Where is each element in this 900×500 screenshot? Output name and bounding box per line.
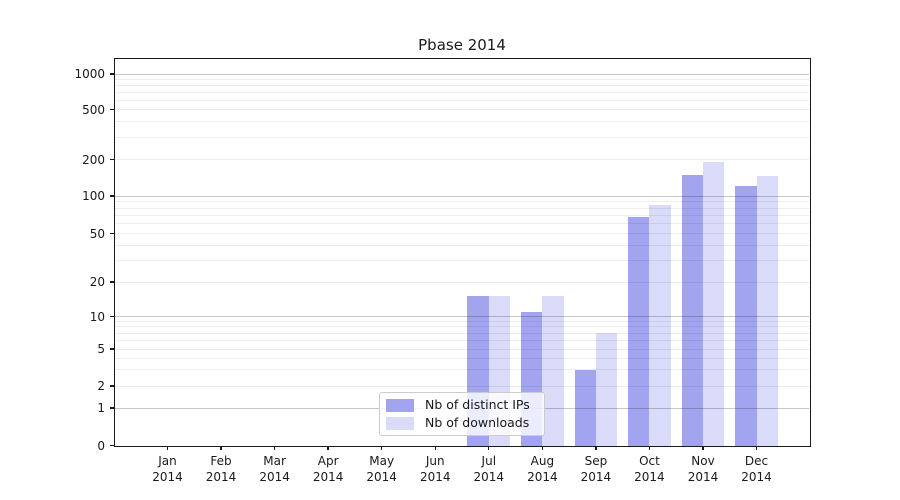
y-tick-1 [109,407,114,409]
y-tick-200 [109,158,114,161]
y-tick-label-50: 50 [89,226,105,241]
bar-aug-downloads [542,296,564,446]
gridline-major-10 [115,316,809,317]
gridline-minor-90 [115,201,809,203]
x-tick-nov [702,445,704,450]
legend-row-downloads: Nb of downloads [386,416,536,430]
x-tick-oct [648,445,651,450]
gridline-minor-3 [115,369,809,371]
gridline-minor-500 [115,109,809,110]
gridline-minor-20 [115,281,809,283]
gridline-minor-30 [115,260,809,262]
x-tick-jun [434,445,436,450]
legend-label-distinct-ips: Nb of distinct IPs [425,397,530,412]
y-tick-5 [109,348,114,350]
x-tick-jul [488,445,490,450]
y-tick-20 [109,281,114,283]
bar-dec-downloads [756,176,778,446]
x-tick-label-aug: Aug 2014 [527,454,558,484]
x-tick-feb [220,445,222,450]
legend-swatch-downloads [386,416,414,430]
gridline-minor-600 [115,99,809,101]
gridline-minor-40 [115,244,809,246]
y-tick-0 [109,444,114,447]
gridline-minor-9 [115,320,809,322]
plot-area: 0 1 2 5 10 20 50 100 200 500 1000 Jan 2014 Feb 2014 M… [74,57,811,484]
gridline-minor-7 [115,332,809,334]
gridline-minor-50 [115,233,809,234]
x-tick-label-feb: Feb 2014 [205,454,237,484]
y-tick-label-5: 5 [97,342,105,356]
bar-oct-distinct-ips [628,216,650,446]
y-tick-2 [109,385,114,387]
bar-nov-distinct-ips [681,175,703,446]
gridline-minor-800 [115,84,809,86]
y-tick-label-200: 200 [82,152,105,167]
bar-sep-distinct-ips [574,369,596,446]
x-tick-label-jan: Jan 2014 [152,454,183,484]
bar-oct-downloads [649,205,671,446]
x-tick-sep [595,445,597,450]
gridline-minor-80 [115,207,809,209]
bar-dec-distinct-ips [735,185,757,446]
y-tick-label-500: 500 [82,102,105,117]
x-tick-label-apr: Apr 2014 [312,454,344,484]
y-tick-500 [109,108,114,111]
gridline-minor-8 [115,326,809,328]
x-tick-label-nov: Nov 2014 [687,454,719,484]
gridline-minor-60 [115,223,809,225]
gridline-minor-900 [115,78,809,80]
y-tick-label-0: 0 [97,438,105,453]
chart-title: Pbase 2014 [418,36,506,54]
gridline-minor-300 [115,136,809,138]
y-tick-label-100: 100 [82,189,105,203]
x-tick-mar [273,445,276,450]
gridline-minor-400 [115,121,809,123]
y-tick-label-20: 20 [89,275,105,289]
legend-row-distinct-ips: Nb of distinct IPs [386,398,536,412]
x-tick-label-may: May 2014 [366,454,397,484]
gridline-minor-700 [115,91,809,93]
legend-swatch-distinct-ips [386,398,414,412]
gridline-minor-4 [115,357,809,359]
gridline-minor-5 [115,348,809,350]
gridline-minor-2 [115,385,809,387]
y-tick-label-1000: 1000 [74,67,105,81]
gridline-minor-70 [115,214,809,216]
x-tick-label-mar: Mar 2014 [259,454,290,484]
legend: Nb of distinct IPs Nb of downloads [379,392,545,436]
gridline-major-1000 [115,73,809,75]
y-tick-label-2: 2 [97,379,105,393]
y-tick-50 [109,232,114,235]
x-tick-apr [327,445,329,450]
x-tick-may [381,445,383,450]
x-tick-label-dec: Dec 2014 [741,454,772,484]
x-tick-jan [166,445,169,450]
y-tick-label-1: 1 [97,401,105,415]
bar-nov-downloads [703,161,725,446]
x-tick-label-jun: Jun 2014 [419,454,451,484]
bar-sep-downloads [595,333,618,446]
x-tick-dec [755,445,758,450]
y-tick-100 [109,195,114,197]
x-tick-label-oct: Oct 2014 [634,454,665,484]
y-tick-label-10: 10 [89,309,105,324]
gridline-minor-200 [115,159,809,160]
gridline-minor-6 [115,339,809,341]
legend-label-downloads: Nb of downloads [425,415,530,430]
x-tick-aug [541,445,544,450]
x-tick-label-sep: Sep 2014 [580,454,612,484]
y-tick-10 [109,315,114,318]
gridline-major-100 [115,195,809,197]
x-tick-label-jul: Jul 2014 [473,454,505,484]
y-tick-1000 [109,73,114,75]
